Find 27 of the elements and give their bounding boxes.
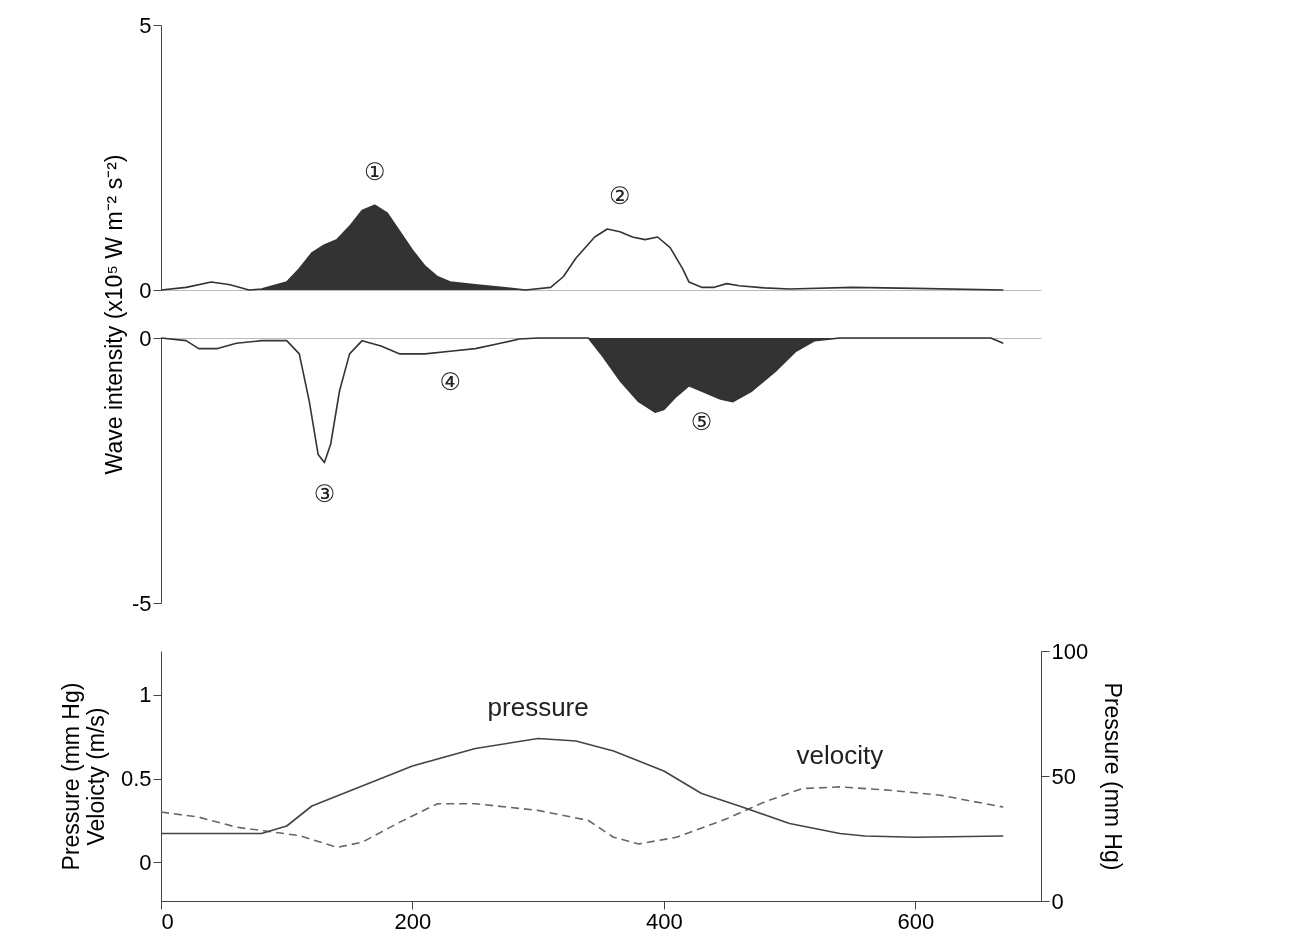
line-series: [160, 337, 1005, 464]
x-tick-label: 0: [161, 908, 174, 934]
y-tick-label: 5: [139, 12, 152, 38]
y-tick-label: 0: [139, 277, 152, 303]
annotation: ②: [609, 182, 631, 211]
y2-tick-label: 100: [1051, 638, 1089, 664]
y2-tick-label: 50: [1051, 763, 1076, 789]
line-series: [160, 786, 1005, 849]
y2-axis-title: Pressure (mm Hg): [1100, 682, 1127, 871]
annotation: ①: [363, 158, 386, 187]
annotation: ③: [313, 479, 336, 508]
x-tick-label: 400: [646, 908, 683, 934]
y-tick-label: -5: [131, 590, 152, 616]
y-axis-title: Pressure (mm Hg) Veloicty (m/s): [57, 682, 109, 871]
y-tick-label: 0.5: [120, 766, 152, 792]
y2-tick-label: 0: [1051, 888, 1064, 914]
annotation: ⑤: [690, 408, 713, 436]
x-tick-label: 600: [897, 908, 935, 934]
annotation: ④: [439, 368, 461, 397]
series-label: pressure: [487, 691, 589, 722]
y-tick-label: 0: [139, 849, 152, 875]
x-tick-label: 200: [394, 908, 432, 934]
line-series: [160, 204, 1005, 291]
y-tick-label: 1: [139, 682, 152, 708]
series-label: velocity: [796, 739, 884, 770]
y-axis-title: Wave intensity (x10⁵ W m⁻² s⁻²): [101, 154, 128, 475]
y-tick-label: 0: [139, 325, 152, 351]
